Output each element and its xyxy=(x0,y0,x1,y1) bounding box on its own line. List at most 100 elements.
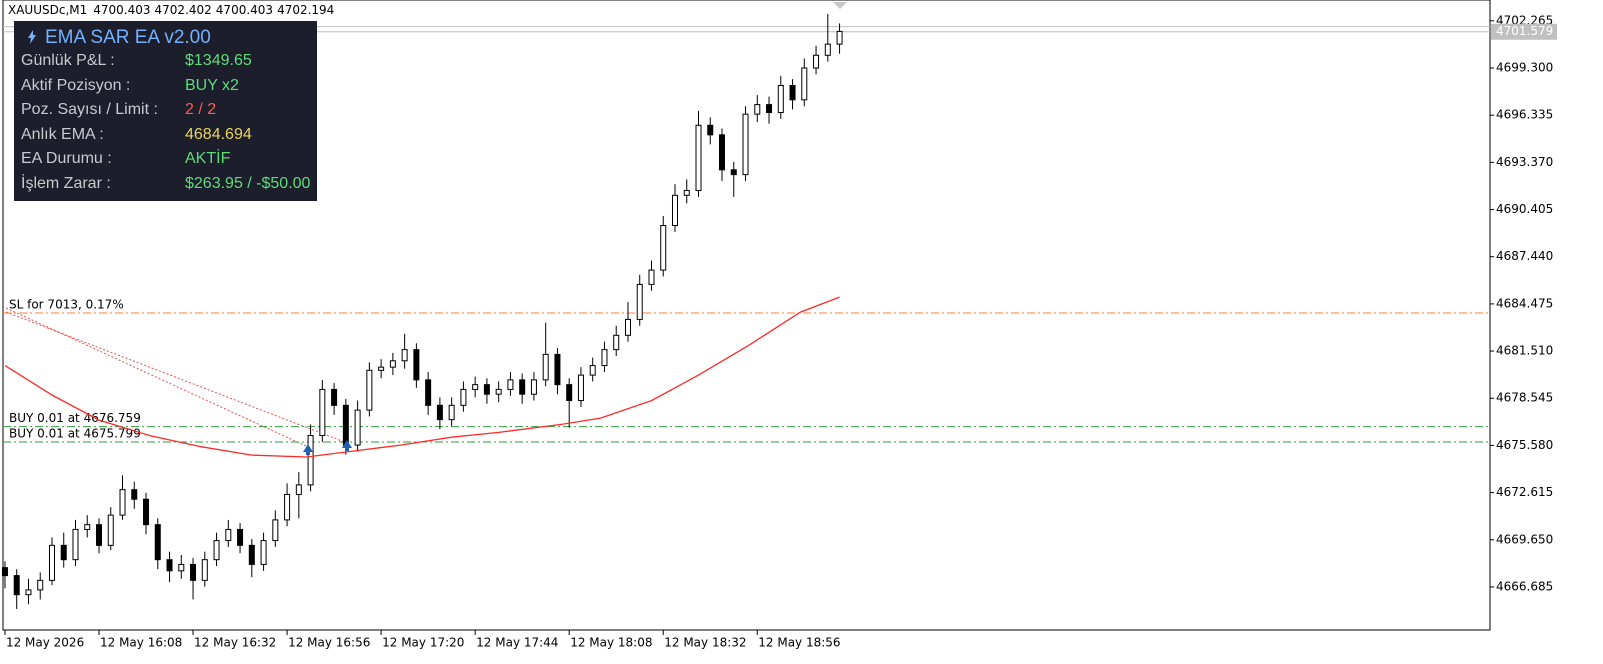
row-label: Günlük P&L : xyxy=(21,52,115,69)
y-tick-label: 4672.615 xyxy=(1496,485,1553,499)
x-tick-label: 12 May 18:56 xyxy=(758,636,840,650)
candle-body xyxy=(589,365,596,376)
candle-body xyxy=(436,404,443,421)
candle-body xyxy=(613,334,620,351)
panel-title-text: EMA SAR EA v2.00 xyxy=(45,27,211,48)
candle-body xyxy=(178,563,185,572)
candle-body xyxy=(519,379,526,395)
row-value: $263.95 / -$50.00 xyxy=(185,174,311,192)
x-tick-label: 12 May 17:20 xyxy=(382,636,464,650)
candle-body xyxy=(754,104,761,115)
y-tick-label: 4684.475 xyxy=(1496,296,1553,310)
x-tick-label: 12 May 16:56 xyxy=(288,636,370,650)
candle-body xyxy=(378,366,385,371)
row-label: İşlem Zarar : xyxy=(21,174,111,192)
candle-body xyxy=(342,404,349,446)
x-tick-label: 12 May 18:32 xyxy=(664,636,746,650)
candle-body xyxy=(284,493,291,521)
candle-body xyxy=(742,113,749,176)
y-tick-label: 4690.405 xyxy=(1496,202,1553,216)
row-label: Aktif Pozisyon : xyxy=(21,76,131,94)
y-tick-label: 4681.510 xyxy=(1496,344,1553,358)
candle-body xyxy=(460,388,467,406)
y-tick-label: 4699.300 xyxy=(1496,61,1553,75)
candle-body xyxy=(95,524,102,546)
candle-body xyxy=(472,384,479,390)
candle-body xyxy=(354,409,361,446)
candle-body xyxy=(366,369,373,411)
chart-shift-marker xyxy=(833,2,847,9)
x-tick-label: 12 May 18:08 xyxy=(570,636,652,650)
header-value: 4700.403 xyxy=(216,3,273,17)
ema-line xyxy=(4,296,840,458)
candle-body xyxy=(566,384,573,402)
candle-body xyxy=(660,225,667,271)
candle-body xyxy=(307,435,314,486)
candle-body xyxy=(72,528,79,561)
bid-label: 4701.579 xyxy=(1496,24,1553,38)
trade-link xyxy=(5,307,309,448)
candle-body xyxy=(425,379,432,406)
y-tick-label: 4678.545 xyxy=(1496,391,1553,405)
candle-body xyxy=(648,269,655,285)
x-tick-label: 12 May 16:08 xyxy=(100,636,182,650)
candle-body xyxy=(154,524,161,561)
candle-body xyxy=(577,374,584,402)
bid-box xyxy=(1491,23,1557,40)
trade-link xyxy=(5,311,348,444)
y-tick-label: 4687.440 xyxy=(1496,249,1553,263)
candle-body xyxy=(190,563,197,581)
candle-body xyxy=(248,544,255,565)
row-label: Poz. Sayısı / Limit : xyxy=(21,101,158,118)
y-tick-label: 4696.335 xyxy=(1496,108,1553,122)
candle-body xyxy=(730,169,737,176)
candle-body xyxy=(801,67,808,101)
row-value: BUY x2 xyxy=(185,76,239,94)
candle-body xyxy=(84,524,91,530)
order-label: SL for 7013, 0.17% xyxy=(9,298,124,312)
candle-body xyxy=(331,388,338,406)
row-value: 2 / 2 xyxy=(185,101,217,118)
candle-body xyxy=(37,579,44,591)
candle-body xyxy=(272,519,279,542)
candle-body xyxy=(707,124,714,136)
x-tick-label: 12 May 17:44 xyxy=(476,636,558,650)
candle-body xyxy=(389,360,396,368)
x-tick-label: 12 May 2026 xyxy=(6,636,84,650)
buy-arrow xyxy=(303,444,313,455)
candle-body xyxy=(13,575,20,596)
buy-arrow xyxy=(342,440,352,451)
row-value: 4684.694 xyxy=(185,125,252,143)
header-value: 4702.402 xyxy=(155,3,212,17)
y-tick-label: 4669.650 xyxy=(1496,532,1553,546)
panel-title: EMA SAR EA v2.00 xyxy=(27,27,211,49)
candle-body xyxy=(319,388,326,437)
x-tick-label: 12 May 16:32 xyxy=(194,636,276,650)
order-label: BUY 0.01 at 4676.759 xyxy=(9,411,141,425)
ea-panel: EMA SAR EA v2.00 Günlük P&L : $1349.65 Akt… xyxy=(14,21,317,201)
candle-body xyxy=(777,85,784,114)
candle-body xyxy=(542,353,549,381)
candle-body xyxy=(683,190,690,196)
y-tick-label: 4675.580 xyxy=(1496,438,1553,452)
chart-header: XAUUSDc,M1 4700.403 4702.402 4700.403 4702.1… xyxy=(8,3,334,17)
row-label: EA Durumu : xyxy=(21,150,112,167)
candle-body xyxy=(225,528,232,542)
plot-frame xyxy=(2,0,1491,631)
candle-body xyxy=(131,489,138,500)
symbol: XAUUSDc,M1 xyxy=(8,3,87,17)
header-value: 4702.194 xyxy=(277,3,334,17)
candle-body xyxy=(25,589,32,596)
candle-body xyxy=(789,85,796,101)
candle-body xyxy=(260,540,267,565)
candle-body xyxy=(554,353,561,386)
candle-body xyxy=(107,514,114,546)
candle-body xyxy=(530,379,537,395)
y-tick-label: 4666.685 xyxy=(1496,579,1553,593)
candle-body xyxy=(401,349,408,362)
candle-body xyxy=(601,349,608,367)
candle-body xyxy=(166,559,173,572)
candle-body xyxy=(671,194,678,227)
y-tick-label: 4693.370 xyxy=(1496,155,1553,169)
row-value: $1349.65 xyxy=(185,52,252,69)
